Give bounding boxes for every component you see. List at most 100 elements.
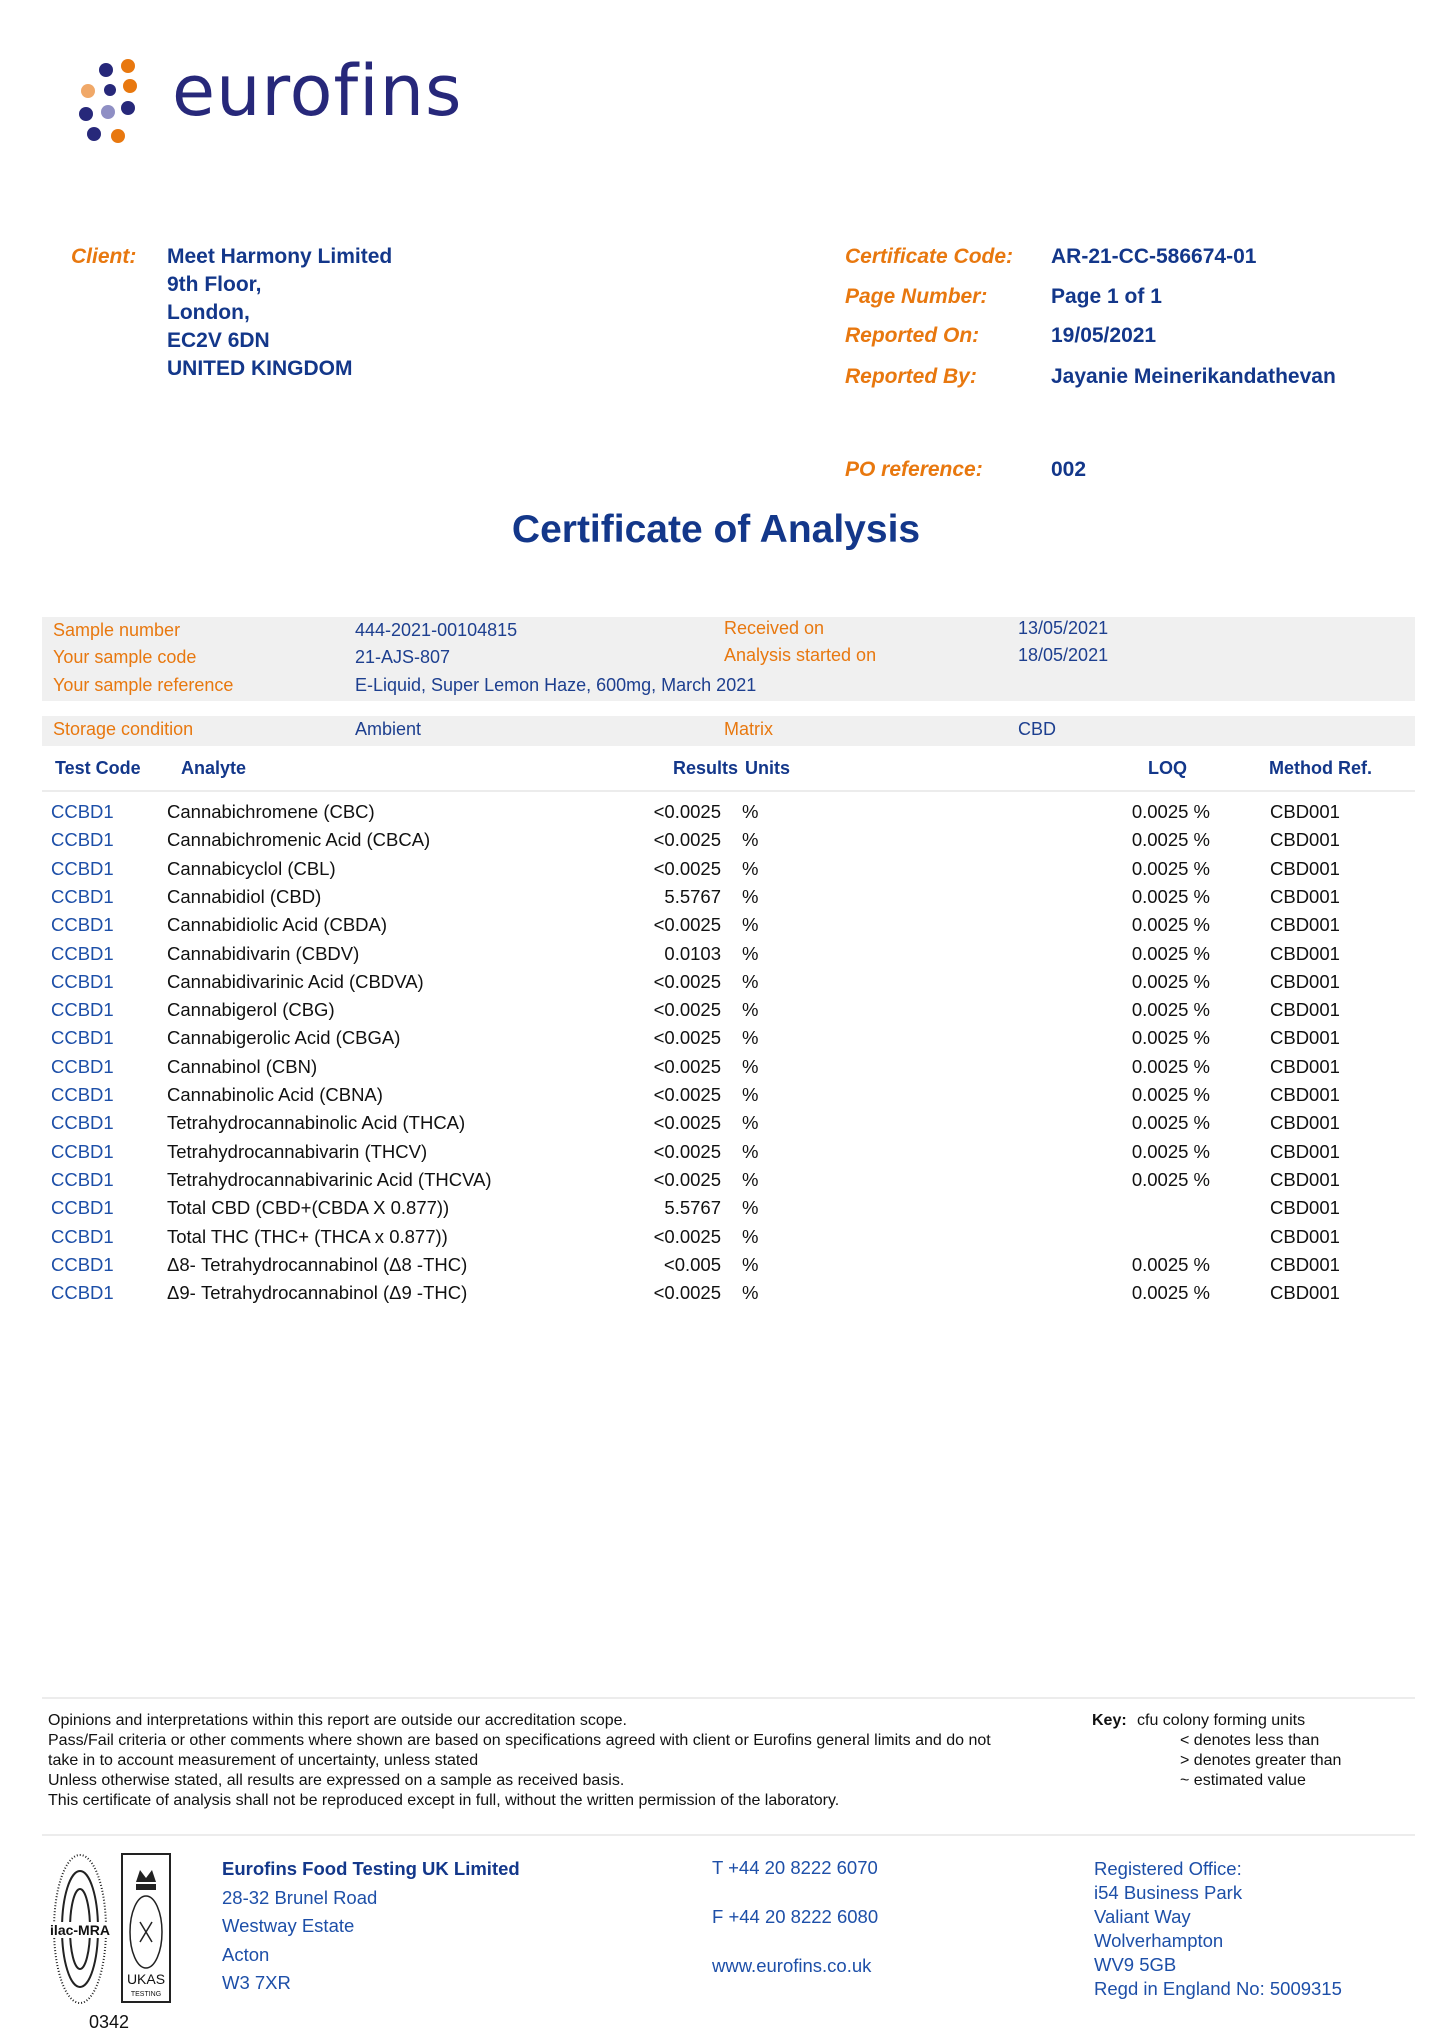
- unit-cell: %: [742, 1027, 759, 1049]
- method-ref-cell: CBD001: [1270, 1140, 1340, 1162]
- note-line: take in to account measurement of uncert…: [48, 1752, 479, 1769]
- storage-condition-label: Storage condition: [53, 719, 194, 739]
- page-number-label: Page Number:: [845, 285, 988, 308]
- analyte-cell: Cannabichromene (CBC): [167, 801, 375, 822]
- loq-cell: 0.0025 %: [1131, 1253, 1210, 1275]
- result-cell: <0.0025: [653, 1225, 721, 1247]
- header-results: Results: [672, 758, 738, 778]
- test-code-cell: CCBD1: [51, 970, 114, 992]
- reported-by-value: Jayanie Meinerikandathevan: [1051, 365, 1336, 388]
- reported-on-label: Reported On:: [845, 324, 980, 347]
- method-ref-cell: CBD001: [1270, 914, 1340, 936]
- test-code-cell: CCBD1: [51, 829, 114, 851]
- key-item: cfu colony forming units: [1137, 1712, 1306, 1729]
- client-line: Meet Harmony Limited: [167, 245, 393, 268]
- result-cell: <0.0025: [653, 801, 721, 822]
- result-cell: 5.5767: [664, 885, 721, 907]
- header-units: Units: [745, 758, 790, 778]
- test-code-cell: CCBD1: [51, 801, 114, 822]
- accreditation-badges: ilac-MRA UKAS TESTING: [50, 1853, 171, 2004]
- loq-cell: 0.0025 %: [1131, 1282, 1210, 1304]
- sample-field-label: Your sample reference: [53, 675, 234, 695]
- result-cell: 0.0103: [664, 942, 721, 964]
- sample-field-value: 21-AJS-807: [355, 647, 451, 667]
- method-ref-cell: CBD001: [1270, 857, 1340, 879]
- analyte-cell: Cannabicyclol (CBL): [167, 857, 336, 879]
- unit-cell: %: [742, 1112, 759, 1134]
- analyte-cell: Cannabigerol (CBG): [167, 999, 335, 1021]
- analyte-cell: Cannabinolic Acid (CBNA): [167, 1084, 383, 1105]
- result-cell: <0.0025: [653, 1168, 721, 1190]
- test-code-cell: CCBD1: [51, 914, 114, 936]
- unit-cell: %: [742, 914, 759, 936]
- method-ref-cell: CBD001: [1270, 1197, 1340, 1219]
- unit-cell: %: [742, 801, 759, 822]
- result-cell: <0.0025: [653, 1112, 721, 1134]
- certificate-code-value: AR-21-CC-586674-01: [1051, 245, 1257, 268]
- test-code-cell: CCBD1: [51, 999, 114, 1021]
- unit-cell: %: [742, 999, 759, 1021]
- unit-cell: %: [742, 1197, 759, 1219]
- analyte-cell: Cannabidiolic Acid (CBDA): [167, 914, 388, 936]
- notes: Opinions and interpretations within this…: [48, 1712, 991, 1812]
- test-code-cell: CCBD1: [51, 1253, 114, 1275]
- matrix-label: Matrix: [724, 719, 773, 739]
- registered-office-line: Valiant Way: [1094, 1906, 1191, 1927]
- method-ref-cell: CBD001: [1270, 999, 1340, 1021]
- unit-cell: %: [742, 970, 759, 992]
- loq-cell: 0.0025 %: [1131, 885, 1210, 907]
- registered-office-line: Registered Office:: [1094, 1858, 1242, 1879]
- result-cell: <0.0025: [653, 1282, 721, 1304]
- po-reference-label: PO reference:: [845, 458, 983, 481]
- result-cell: <0.0025: [653, 914, 721, 936]
- test-code-cell: CCBD1: [51, 1112, 114, 1134]
- note-line: Pass/Fail criteria or other comments whe…: [48, 1732, 991, 1749]
- sample-field-label: Sample number: [53, 620, 181, 640]
- loq-cell: 0.0025 %: [1131, 1055, 1210, 1077]
- loq-cell: 0.0025 %: [1131, 1027, 1210, 1049]
- method-ref-cell: CBD001: [1270, 1027, 1340, 1049]
- unit-cell: %: [742, 1140, 759, 1162]
- sample-info-box: [42, 617, 1415, 701]
- unit-cell: %: [742, 1253, 759, 1275]
- test-code-cell: CCBD1: [51, 885, 114, 907]
- unit-cell: %: [742, 1225, 759, 1247]
- loq-cell: 0.0025 %: [1131, 1140, 1210, 1162]
- header-method-ref: Method Ref.: [1269, 758, 1372, 778]
- test-code-cell: CCBD1: [51, 1197, 114, 1219]
- test-code-cell: CCBD1: [51, 1140, 114, 1162]
- storage-info-box: [42, 716, 1415, 746]
- method-ref-cell: CBD001: [1270, 1168, 1340, 1190]
- result-cell: <0.0025: [653, 1084, 721, 1105]
- sample-field-value: E-Liquid, Super Lemon Haze, 600mg, March…: [355, 675, 757, 695]
- registered-office-line: Regd in England No: 5009315: [1094, 1978, 1342, 1999]
- client-line: London,: [167, 301, 250, 324]
- method-ref-cell: CBD001: [1270, 1225, 1340, 1247]
- reported-on-value: 19/05/2021: [1051, 324, 1157, 347]
- analyte-cell: Δ9- Tetrahydrocannabinol (Δ9 -THC): [167, 1282, 468, 1304]
- test-code-cell: CCBD1: [51, 1055, 114, 1077]
- result-cell: <0.0025: [653, 1055, 721, 1077]
- test-code-cell: CCBD1: [51, 1168, 114, 1190]
- analyte-cell: Tetrahydrocannabivarinic Acid (THCVA): [167, 1168, 492, 1190]
- page-title: Certificate of Analysis: [511, 508, 921, 551]
- test-code-cell: CCBD1: [51, 1084, 114, 1105]
- header-loq: LOQ: [1148, 758, 1187, 778]
- notes-divider: [42, 1697, 1415, 1699]
- loq-cell: 0.0025 %: [1131, 857, 1210, 879]
- registered-office-line: WV9 5GB: [1094, 1954, 1177, 1975]
- client-line: UNITED KINGDOM: [167, 357, 353, 380]
- website-link[interactable]: www.eurofins.co.uk: [712, 1955, 872, 1976]
- result-cell: <0.0025: [653, 970, 721, 992]
- logo-wordmark: eurofins: [172, 50, 463, 132]
- analyte-cell: Cannabidivarinic Acid (CBDVA): [167, 970, 424, 992]
- accreditation-number: 0342: [89, 2012, 130, 2032]
- test-code-cell: CCBD1: [51, 857, 114, 879]
- unit-cell: %: [742, 857, 759, 879]
- unit-cell: %: [742, 1055, 759, 1077]
- phone-number: T +44 20 8222 6070: [712, 1857, 878, 1878]
- loq-cell: 0.0025 %: [1131, 999, 1210, 1021]
- method-ref-cell: CBD001: [1270, 942, 1340, 964]
- registered-office-line: Wolverhampton: [1094, 1930, 1224, 1951]
